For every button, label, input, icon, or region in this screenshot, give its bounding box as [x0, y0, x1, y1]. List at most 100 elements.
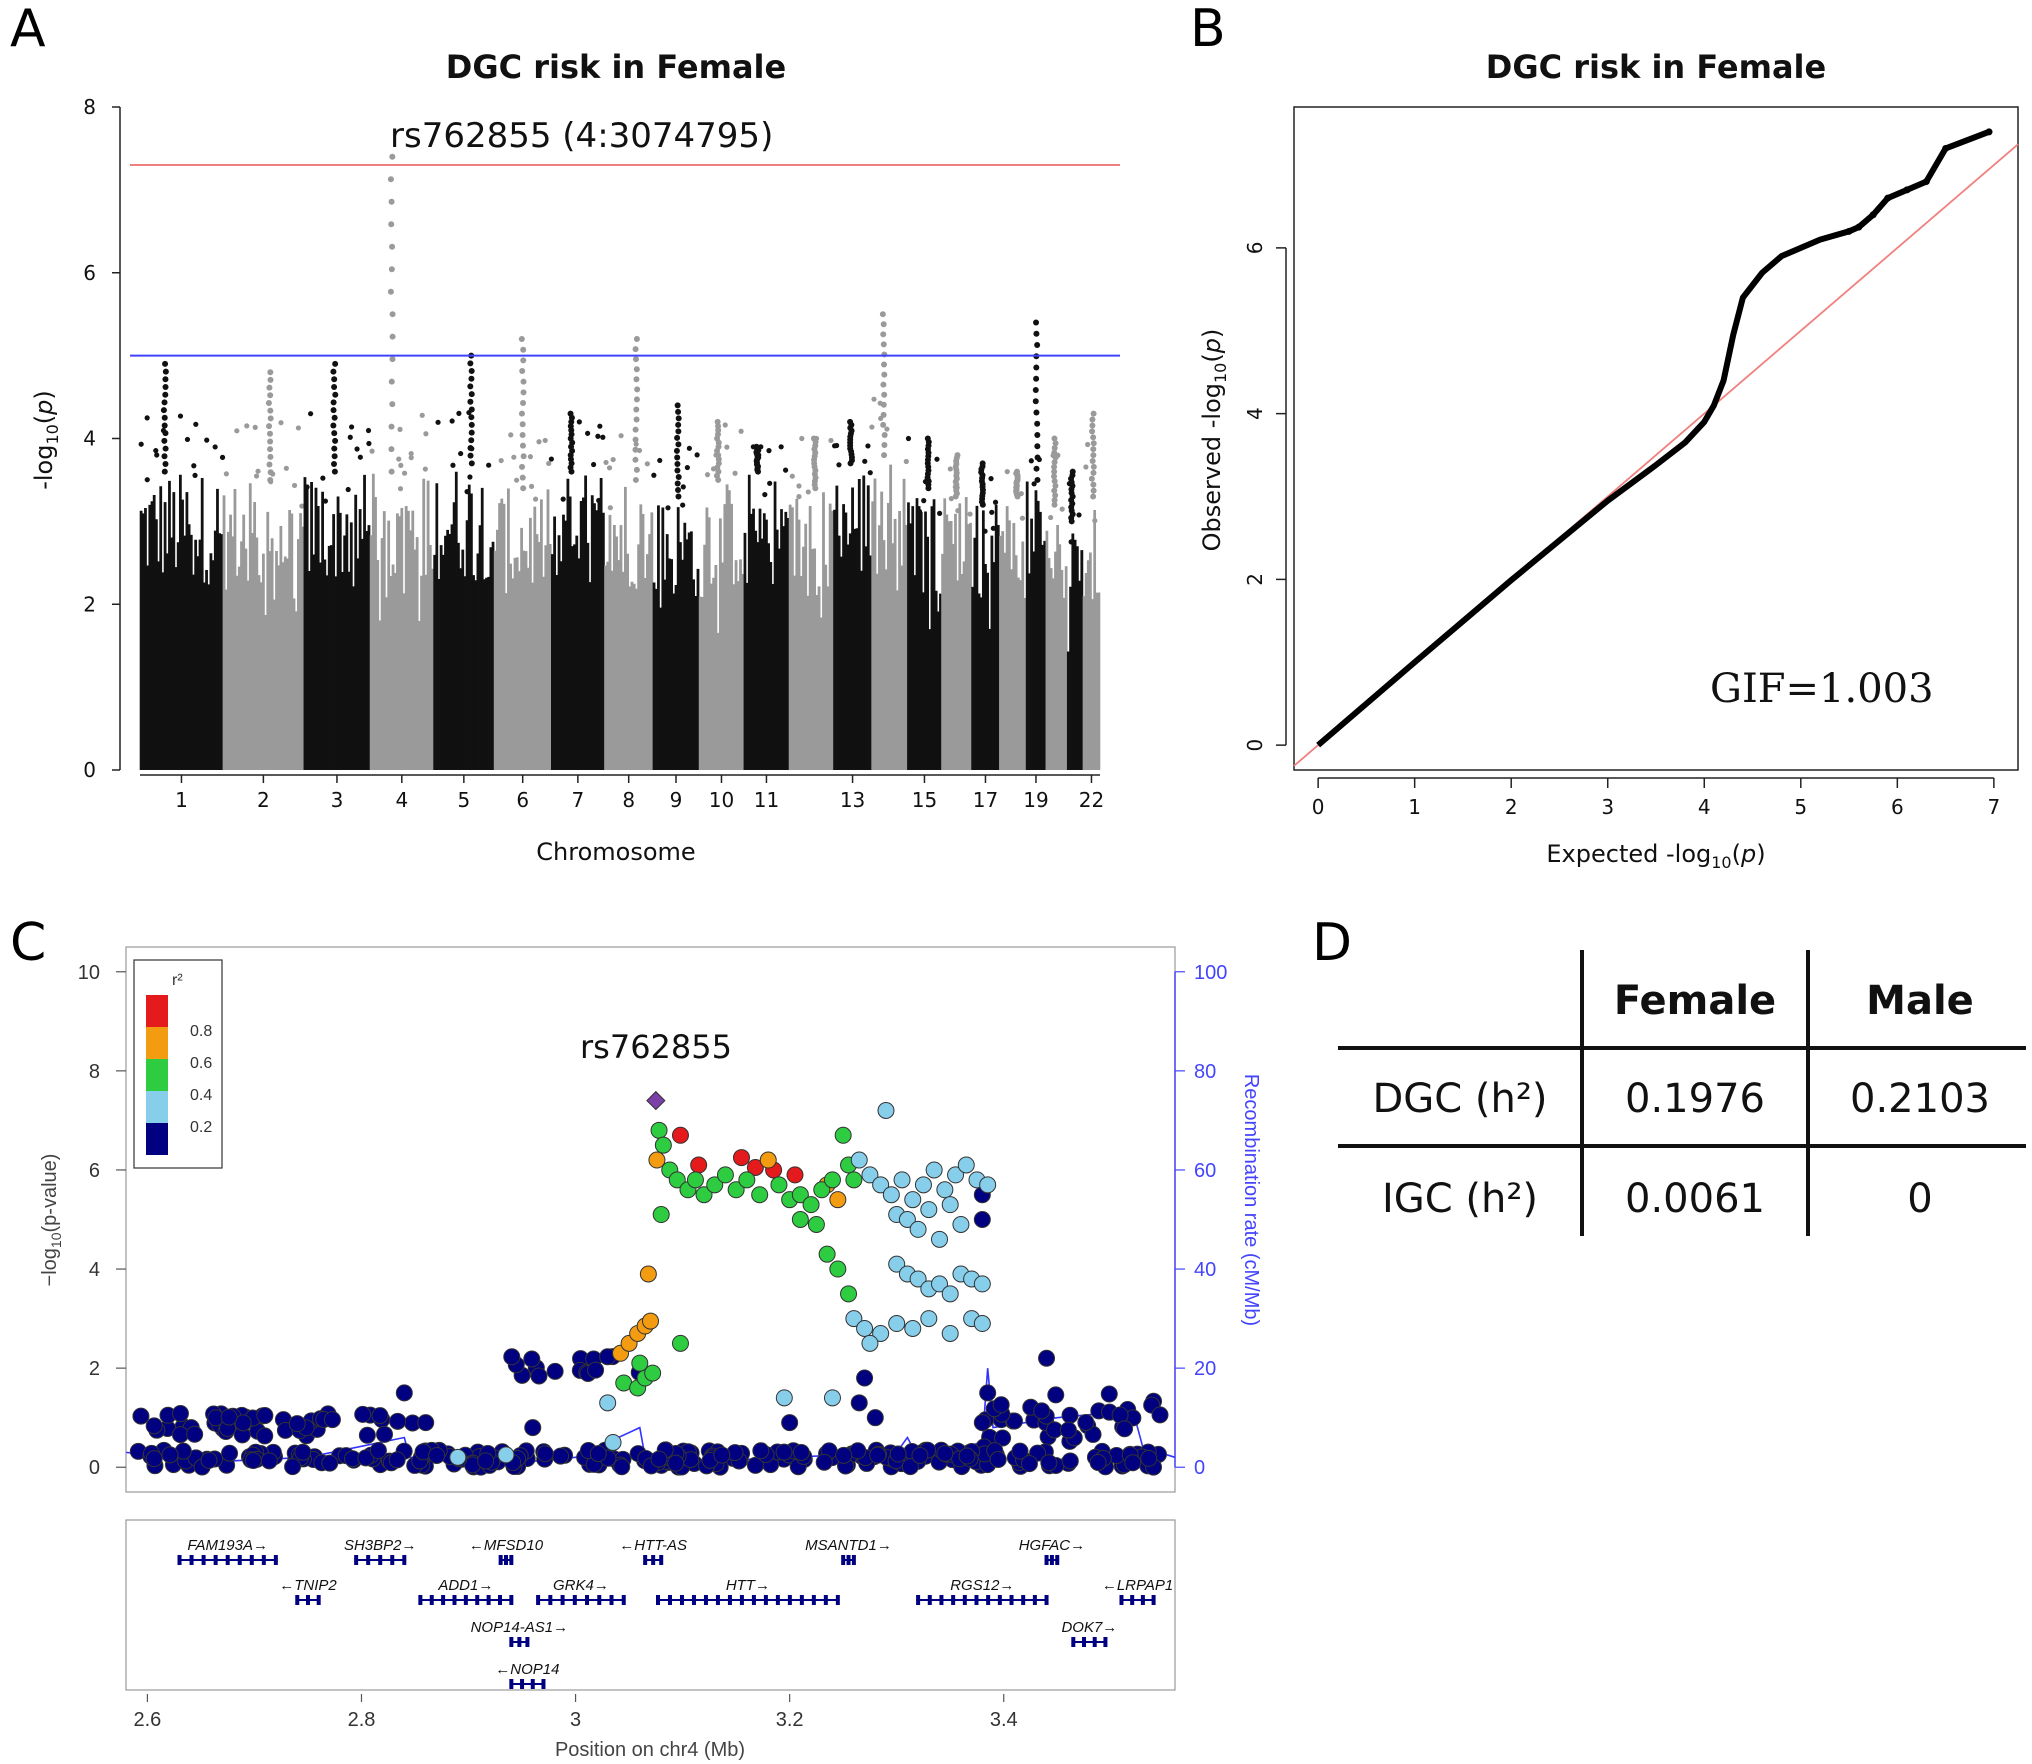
chromosome-17-points: [971, 460, 1000, 770]
r2-legend-swatch: [146, 1091, 168, 1123]
chromosome-15-points: [905, 435, 943, 770]
gene-exon: [597, 1595, 602, 1605]
snp-point-r2-low: [1124, 1454, 1142, 1472]
manhattan-point: [1068, 539, 1074, 545]
manhattan-peak-point: [1032, 386, 1039, 393]
manhattan-point: [934, 456, 940, 462]
snp-point-r2-02: [920, 1201, 938, 1219]
manhattan-peak-point: [1034, 420, 1041, 427]
manhattan-peak-point: [1034, 341, 1041, 348]
gene-nop14: ←NOP14: [495, 1661, 560, 1689]
manhattan-peak-point: [267, 376, 274, 383]
snp-point-r2-low: [357, 1449, 375, 1467]
snp-point-r2-02: [497, 1446, 515, 1464]
gene-label: ←TNIP2: [279, 1577, 337, 1594]
gene-exon: [651, 1555, 656, 1565]
snp-point-r2-low: [388, 1451, 406, 1469]
manhattan-peak-point: [810, 435, 817, 442]
manhattan-point: [369, 448, 375, 454]
manhattan-peak-point: [632, 456, 639, 463]
manhattan-points: [138, 153, 1101, 770]
manhattan-peak-point: [388, 468, 395, 475]
locus-y2-tick-label: 100: [1194, 962, 1227, 984]
locus-points: [129, 1090, 1169, 1476]
manhattan-point: [252, 424, 258, 430]
panel-letter-d: D: [1312, 913, 1352, 973]
snp-point-r2-low: [288, 1415, 306, 1433]
manhattan-peak-point: [519, 431, 526, 438]
manhattan-peak-point: [468, 460, 475, 467]
manhattan-point: [905, 435, 912, 442]
manhattan-ylabel: -log10(p): [30, 390, 62, 490]
manhattan-point: [560, 496, 566, 502]
manhattan-point: [618, 433, 624, 439]
chromosome-7-points: [548, 410, 606, 770]
manhattan-point: [600, 434, 606, 440]
manhattan-point: [992, 499, 999, 505]
gene-exon: [585, 1595, 590, 1605]
manhattan-point: [467, 474, 473, 480]
snp-point-r2-02: [936, 1181, 954, 1199]
manhattan-point: [732, 470, 738, 476]
manhattan-point: [633, 441, 639, 447]
gene-exon: [295, 1595, 300, 1605]
manhattan-point: [988, 476, 994, 482]
manhattan-peak-point: [267, 407, 274, 414]
gene-exon: [962, 1595, 967, 1605]
chromosome-4-points: [369, 153, 434, 770]
r2-legend-label: 0.2: [190, 1119, 212, 1136]
chromosome-11-points: [743, 443, 790, 770]
manhattan-peak-point: [468, 368, 475, 375]
snp-point-r2-low: [369, 1442, 387, 1460]
manhattan-peak-point: [1051, 501, 1058, 508]
manhattan-peak-point: [162, 376, 169, 383]
manhattan-peak-point: [1052, 454, 1059, 461]
r2-legend-title: r²: [172, 972, 183, 989]
snp-point-r2-low: [220, 1408, 238, 1426]
manhattan-peak-point: [1051, 478, 1058, 485]
manhattan-peak-point: [520, 399, 527, 406]
chromosome-14-points: [869, 311, 909, 770]
snp-point-r2-low: [389, 1412, 407, 1430]
qq-xlabel-p: p: [1740, 840, 1756, 868]
snp-point-r2-low: [911, 1446, 929, 1464]
manhattan-peak-point: [1051, 449, 1058, 456]
locus-xlabel: Position on chr4 (Mb): [555, 1739, 745, 1761]
manhattan-peak-point: [160, 407, 167, 414]
snp-point-r2-low: [354, 1405, 372, 1423]
snp-point-r2-04: [813, 1181, 831, 1199]
gene-exon: [659, 1555, 664, 1565]
gene-exon: [799, 1595, 804, 1605]
gene-dok7: DOK7→: [1061, 1619, 1117, 1647]
qq-observed-curve: [1316, 129, 1991, 748]
gene-exon: [703, 1595, 708, 1605]
snp-point-r2-04: [845, 1171, 863, 1189]
manhattan-peak-point: [1069, 468, 1076, 475]
gene-exon: [939, 1595, 944, 1605]
manhattan-point: [184, 436, 191, 443]
manhattan-peak-point: [632, 426, 639, 433]
snp-point-r2-low: [244, 1452, 262, 1470]
snp-point-r2-02: [599, 1394, 617, 1412]
manhattan-peak-point: [267, 415, 274, 422]
qq-axes: 0 1 2 3 4 5 6 7 0 2 4 6: [1243, 242, 2000, 819]
manhattan-peak-point: [162, 445, 169, 452]
manhattan-peak-point: [331, 468, 338, 475]
snp-point-r2-02: [979, 1176, 997, 1194]
manhattan-peak-point: [1051, 497, 1058, 504]
manhattan-peak-point: [881, 361, 888, 368]
manhattan-peak-point: [924, 435, 931, 442]
manhattan-point: [597, 423, 603, 429]
snp-point-r2-04: [807, 1215, 825, 1233]
manhattan-peak-point: [674, 454, 681, 461]
manhattan-peak-point: [632, 476, 639, 483]
manhattan-point: [576, 419, 582, 425]
manhattan-peak-point: [633, 396, 640, 403]
chromosome-2-points: [222, 369, 305, 770]
snp-point-r2-low: [1040, 1454, 1058, 1472]
qq-y-tick-label: 6: [1243, 242, 1267, 255]
manhattan-point: [304, 484, 310, 490]
r2-legend-swatch: [146, 1123, 168, 1155]
snp-point-r2-04: [834, 1126, 852, 1144]
manhattan-point: [193, 421, 199, 427]
